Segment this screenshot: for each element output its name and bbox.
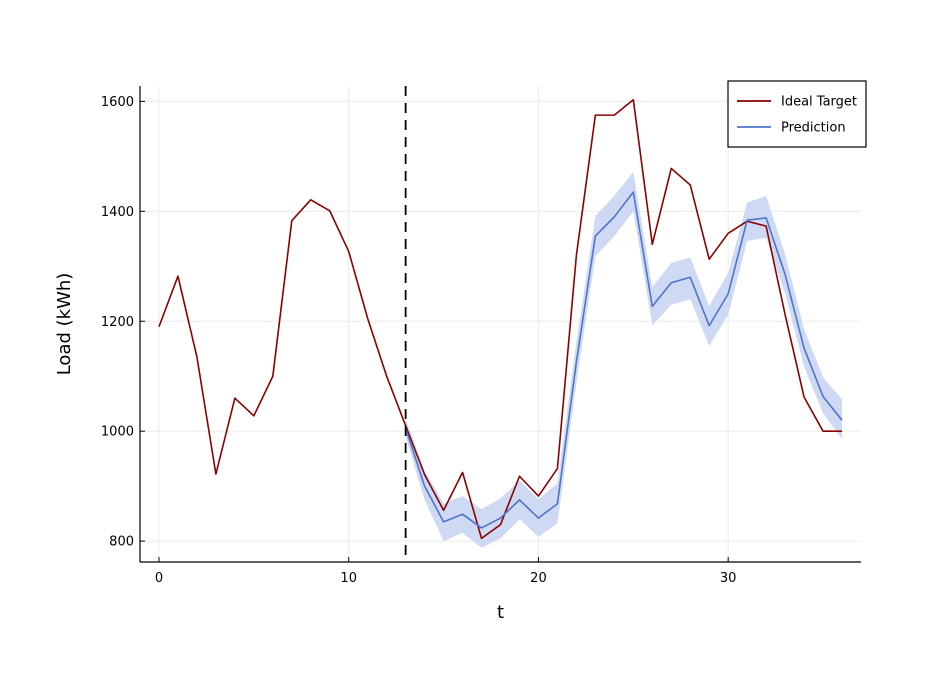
x-tick-label: 20	[530, 571, 547, 586]
y-tick-label: 1400	[101, 205, 134, 220]
legend-label-prediction: Prediction	[781, 121, 846, 136]
x-tick-label: 0	[155, 571, 163, 586]
y-tick-label: 1200	[101, 315, 134, 330]
series-lines	[158, 98, 843, 540]
ideal-target-line	[158, 98, 843, 540]
grid	[140, 86, 861, 562]
prediction-line	[404, 191, 843, 529]
y-tick-label: 1600	[101, 95, 134, 110]
legend: Ideal Target Prediction	[727, 80, 867, 148]
y-tick-label: 1000	[101, 425, 134, 440]
tick-labels: 0 10 20 30 800 1000 1200 1400 1600	[101, 95, 737, 586]
x-axis-label: t	[497, 602, 504, 623]
prediction-band-layer	[405, 171, 843, 548]
x-tick-label: 30	[720, 571, 737, 586]
y-axis-label: Load (kWh)	[54, 273, 75, 376]
x-tick-label: 10	[340, 571, 357, 586]
legend-box	[727, 80, 867, 148]
axes	[139, 86, 861, 563]
prediction-interval-band	[405, 171, 843, 548]
legend-label-ideal-target: Ideal Target	[781, 95, 857, 110]
y-tick-label: 800	[109, 535, 134, 550]
